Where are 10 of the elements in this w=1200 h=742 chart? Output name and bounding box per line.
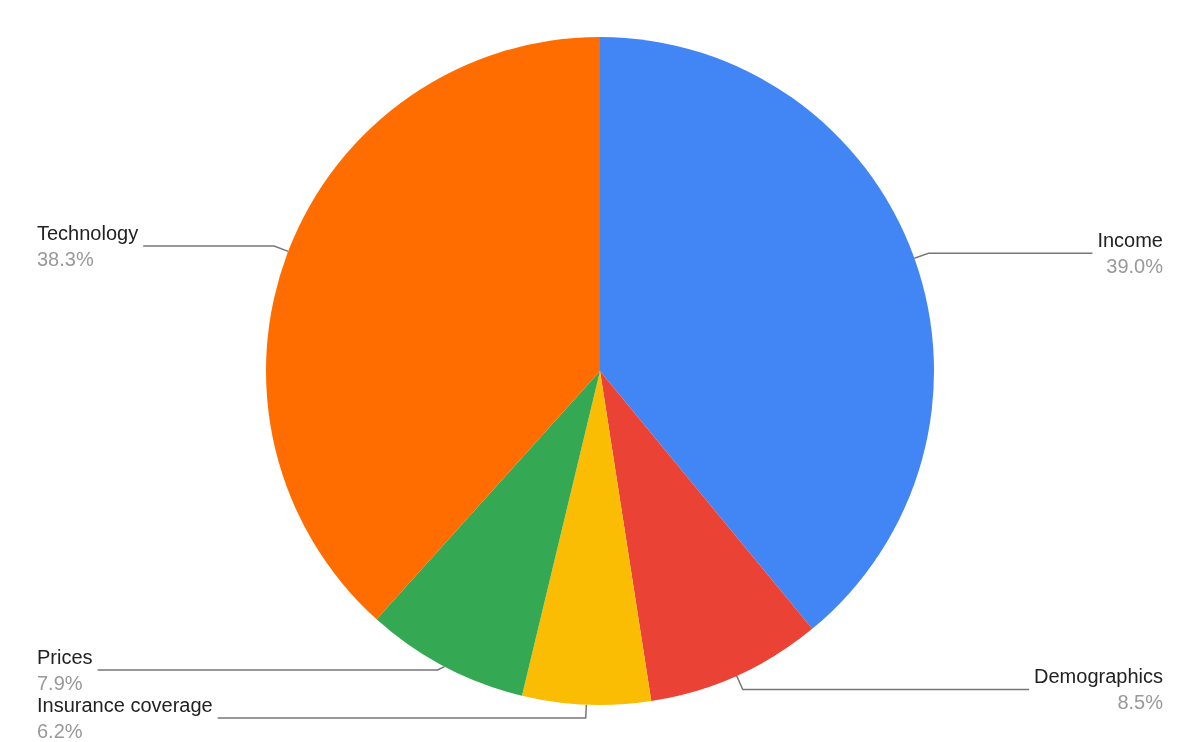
data-label: 8.5% (1117, 691, 1164, 714)
slice-label: Demographics (1034, 665, 1163, 688)
data-label: 7.9% (37, 672, 83, 694)
data-label: 6.2% (37, 720, 83, 742)
slice-label: Technology (37, 221, 139, 244)
slice-label: Prices (37, 646, 93, 668)
data-label: 38.3% (37, 247, 94, 270)
slice-label: Insurance coverage (37, 694, 213, 716)
data-label: 39.0% (1106, 255, 1164, 278)
slice-label: Income (1097, 229, 1163, 252)
